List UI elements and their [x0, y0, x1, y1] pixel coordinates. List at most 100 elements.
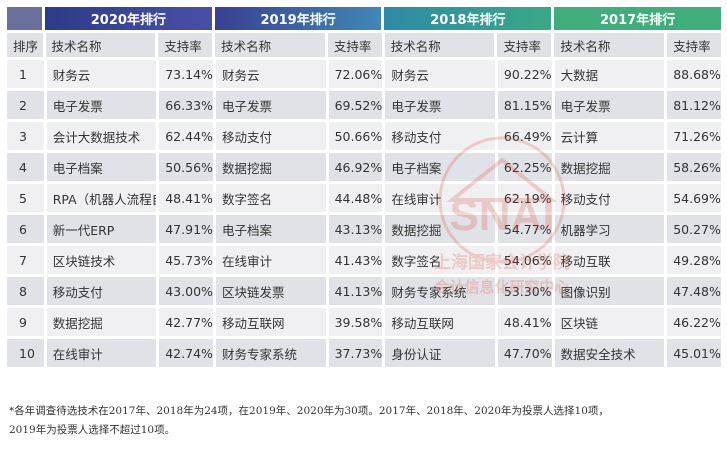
support-rate-cell-2019: 50.66%: [328, 122, 383, 150]
name-column-header-2017: 技术名称: [554, 33, 665, 57]
support-rate-cell-2017: 81.12%: [667, 91, 721, 119]
footnote-line-2: 2019年为投票人选择不超过10项。: [9, 424, 176, 436]
tech-name-cell-2018: 数字签名: [385, 246, 495, 274]
support-rate-cell-2020: 50.56%: [159, 153, 214, 181]
support-rate-cell-2019: 43.13%: [328, 215, 383, 243]
rank-cell: 2: [7, 91, 44, 119]
support-rate-cell-2018: 66.49%: [497, 122, 552, 150]
support-rate-cell-2018: 53.30%: [497, 277, 552, 305]
support-rate-cell-2017: 49.28%: [667, 246, 721, 274]
header-2018: 2018年排行: [384, 7, 552, 30]
tech-name-cell-2017: 数据挖掘: [554, 153, 665, 181]
support-rate-cell-2019: 72.06%: [328, 60, 383, 88]
support-rate-cell-2018: 90.22%: [497, 60, 552, 88]
table-row: 2 电子发票 66.33% 电子发票 69.52% 电子发票 81.15% 电子发票 81.12…: [7, 91, 721, 119]
tech-name-cell-2017: 数据安全技术: [554, 339, 665, 367]
support-rate-cell-2018: 81.15%: [497, 91, 552, 119]
rank-cell: 1: [7, 60, 44, 88]
tech-name-cell-2019: 移动互联网: [216, 308, 326, 336]
table-row: 1 财务云 73.14% 财务云 72.06% 财务云 90.22% 大数据 88.68%: [7, 60, 721, 88]
table-row: 4 电子档案 50.56% 数据挖掘 46.92% 电子档案 62.25% 数据挖掘 58.26…: [7, 153, 721, 181]
tech-name-cell-2017: 移动互联: [554, 246, 665, 274]
year-header-row: 2020年排行 2019年排行 2018年排行 2017年排行: [7, 7, 721, 30]
support-rate-cell-2019: 69.52%: [328, 91, 383, 119]
tech-name-cell-2017: 云计算: [554, 122, 665, 150]
support-rate-cell-2020: 66.33%: [159, 91, 214, 119]
tech-name-cell-2019: 在线审计: [216, 246, 326, 274]
tech-name-cell-2020: 电子发票: [46, 91, 157, 119]
support-rate-cell-2017: 45.01%: [667, 339, 721, 367]
pct-column-header-2020: 支持率: [158, 33, 213, 57]
column-header-row: 排序 技术名称 支持率 技术名称 支持率 技术名称 支持率 技术名称 支持率: [7, 33, 721, 57]
support-rate-cell-2020: 48.41%: [159, 184, 214, 212]
tech-name-cell-2018: 身份认证: [385, 339, 495, 367]
table-row: 6 新一代ERP 47.91% 电子档案 43.13% 数据挖掘 54.77% 机器学习 50.…: [7, 215, 721, 243]
header-2020: 2020年排行: [44, 7, 212, 30]
tech-name-cell-2020: 数据挖掘: [46, 308, 157, 336]
tech-name-cell-2017: 机器学习: [554, 215, 665, 243]
support-rate-cell-2017: 58.26%: [667, 153, 721, 181]
header-2017: 2017年排行: [554, 7, 721, 30]
table-row: 5RPA（机器人流程自动化）48.41%数字签名44.48%在线审计62.19%…: [7, 184, 721, 212]
pct-column-header-2019: 支持率: [327, 33, 382, 57]
tech-name-cell-2019: 区块链发票: [216, 277, 326, 305]
tech-name-cell-2020: 在线审计: [46, 339, 157, 367]
support-rate-cell-2020: 43.00%: [159, 277, 214, 305]
support-rate-cell-2018: 62.19%: [497, 184, 552, 212]
support-rate-cell-2019: 41.13%: [328, 277, 383, 305]
support-rate-cell-2017: 46.22%: [667, 308, 721, 336]
footnote: *各年调查待选技术在2017年、2018年为24项，在2019年、2020年为3…: [9, 402, 719, 440]
rank-cell: 9: [7, 308, 44, 336]
table-row: 9 数据挖掘 42.77% 移动互联网 39.58% 移动互联网 48.41% 区块链 46.2…: [7, 308, 721, 336]
pct-column-header-2018: 支持率: [497, 33, 552, 57]
tech-name-cell-2018: 数据挖掘: [385, 215, 495, 243]
tech-name-cell-2019: 数字签名: [216, 184, 326, 212]
support-rate-cell-2018: 54.77%: [497, 215, 552, 243]
support-rate-cell-2018: 54.06%: [497, 246, 552, 274]
tech-name-cell-2018: 移动互联网: [385, 308, 495, 336]
tech-name-cell-2018: 财务云: [385, 60, 495, 88]
support-rate-cell-2019: 37.73%: [328, 339, 383, 367]
name-column-header-2019: 技术名称: [215, 33, 325, 57]
footnote-line-1: *各年调查待选技术在2017年、2018年为24项，在2019年、2020年为3…: [9, 405, 609, 417]
support-rate-cell-2017: 50.27%: [667, 215, 721, 243]
support-rate-cell-2019: 46.92%: [328, 153, 383, 181]
support-rate-cell-2020: 73.14%: [159, 60, 214, 88]
rank-header-blank: [7, 7, 42, 30]
rank-cell: 8: [7, 277, 44, 305]
tech-name-cell-2019: 财务专家系统: [216, 339, 326, 367]
table-row: 3 会计大数据技术 62.44% 移动支付 50.66% 移动支付 66.49% 云计算 71.…: [7, 122, 721, 150]
table-row: 8 移动支付 43.00% 区块链发票 41.13% 财务专家系统 53.30% 图像识别 47…: [7, 277, 721, 305]
tech-name-cell-2018: 财务专家系统: [385, 277, 495, 305]
rank-cell: 5: [7, 184, 44, 212]
support-rate-cell-2020: 42.74%: [159, 339, 214, 367]
support-rate-cell-2018: 48.41%: [497, 308, 552, 336]
tech-name-cell-2018: 电子发票: [385, 91, 495, 119]
rank-cell: 3: [7, 122, 44, 150]
ranking-table: 2020年排行 2019年排行 2018年排行 2017年排行 排序 技术名称 …: [7, 7, 721, 370]
tech-name-cell-2017: 图像识别: [554, 277, 665, 305]
support-rate-cell-2017: 47.48%: [667, 277, 721, 305]
rank-cell: 7: [7, 246, 44, 274]
table-body: 1 财务云 73.14% 财务云 72.06% 财务云 90.22% 大数据 88.68% 2 电子…: [7, 60, 721, 367]
pct-column-header-2017: 支持率: [667, 33, 721, 57]
tech-name-cell-2020: 区块链技术: [46, 246, 157, 274]
support-rate-cell-2020: 47.91%: [159, 215, 214, 243]
rank-cell: 6: [7, 215, 44, 243]
support-rate-cell-2019: 44.48%: [328, 184, 383, 212]
name-column-header-2018: 技术名称: [384, 33, 495, 57]
support-rate-cell-2019: 41.43%: [328, 246, 383, 274]
name-column-header-2020: 技术名称: [45, 33, 156, 57]
tech-name-cell-2020: 会计大数据技术: [46, 122, 157, 150]
tech-name-cell-2017: 大数据: [554, 60, 665, 88]
tech-name-cell-2020: 电子档案: [46, 153, 157, 181]
tech-name-cell-2018: 移动支付: [385, 122, 495, 150]
tech-name-cell-2018: 在线审计: [385, 184, 495, 212]
support-rate-cell-2020: 62.44%: [159, 122, 214, 150]
tech-name-cell-2019: 数据挖掘: [216, 153, 326, 181]
table-row: 10 在线审计 42.74% 财务专家系统 37.73% 身份认证 47.70% 数据安全技术…: [7, 339, 721, 367]
tech-name-cell-2017: 移动支付: [554, 184, 665, 212]
tech-name-cell-2017: 区块链: [554, 308, 665, 336]
support-rate-cell-2017: 88.68%: [667, 60, 721, 88]
support-rate-cell-2018: 62.25%: [497, 153, 552, 181]
